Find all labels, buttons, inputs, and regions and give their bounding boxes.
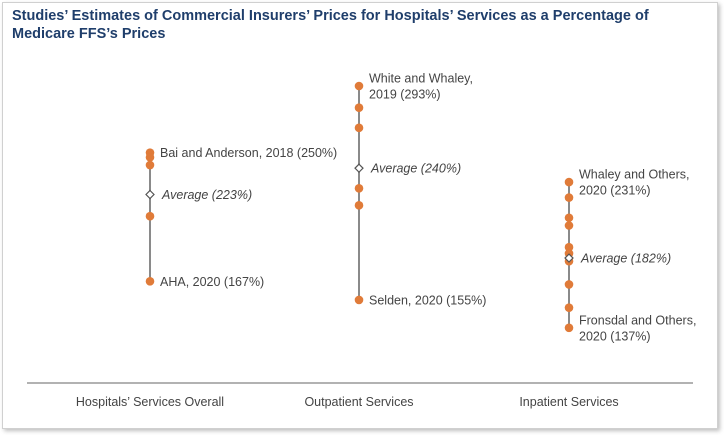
data-point <box>145 153 155 162</box>
data-point <box>564 221 574 230</box>
point-label: Bai and Anderson, 2018 (250%) <box>160 146 337 160</box>
data-point <box>354 81 364 91</box>
point-label: White and Whaley, <box>369 72 473 86</box>
data-point <box>354 201 364 210</box>
point-label: 2020 (137%) <box>579 329 651 343</box>
data-point <box>145 277 155 286</box>
point-label: Fronsdal and Others, <box>579 313 696 327</box>
data-point <box>145 160 155 170</box>
average-label: Average (240%) <box>370 162 461 176</box>
data-point <box>564 323 574 333</box>
average-marker <box>145 189 155 200</box>
data-point <box>564 242 574 252</box>
average-marker <box>564 253 574 263</box>
data-point <box>564 177 574 187</box>
category-label: Inpatient Services <box>519 395 618 409</box>
data-point <box>564 280 574 289</box>
data-point <box>354 295 364 305</box>
point-label: AHA, 2020 (167%) <box>160 275 264 289</box>
data-point <box>354 123 364 133</box>
point-label: Selden, 2020 (155%) <box>369 293 486 307</box>
point-label: 2020 (231%) <box>579 184 651 198</box>
data-point <box>564 303 574 312</box>
category-label: Hospitals’ Services Overall <box>76 395 224 409</box>
data-point <box>354 184 364 193</box>
point-label: Whaley and Others, <box>579 168 689 182</box>
category-label: Outpatient Services <box>304 395 413 409</box>
chart-title: Studies’ Estimates of Commercial Insurer… <box>12 8 649 42</box>
average-label: Average (182%) <box>580 252 671 266</box>
average-marker <box>354 163 364 173</box>
data-point <box>564 213 574 223</box>
data-point <box>145 211 155 221</box>
data-point <box>354 103 364 112</box>
data-point <box>564 193 574 202</box>
average-label: Average (223%) <box>161 188 252 202</box>
point-label: 2019 (293%) <box>369 88 441 102</box>
